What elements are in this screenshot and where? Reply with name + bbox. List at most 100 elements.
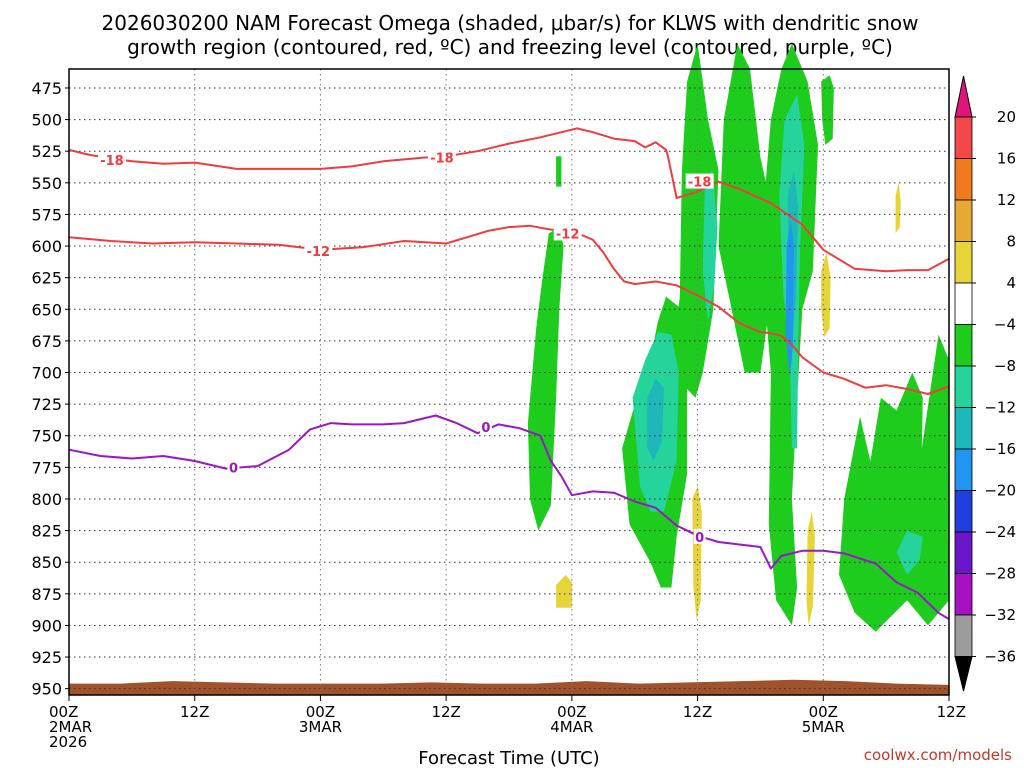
colorbar-swatch: [954, 407, 973, 450]
colorbar-tick-label: 12: [997, 191, 1016, 209]
colorbar-swatch: [954, 199, 973, 242]
contour-label: 0: [481, 421, 490, 436]
contour-label-bg: [427, 149, 456, 165]
colorbar-tick-label: 8: [1006, 233, 1016, 251]
omega-region: [556, 156, 562, 187]
contour-label-bg: [97, 152, 126, 168]
colorbar-swatch: [954, 324, 973, 367]
colorbar-tick-label: −36: [984, 648, 1016, 666]
omega-region: [647, 378, 664, 461]
omega-region: [821, 252, 831, 338]
y-tick-label: 775: [31, 458, 62, 477]
colorbar-tick-label: 4: [1006, 274, 1016, 292]
x-tick-label: 2MAR: [49, 718, 92, 736]
x-tick-label: 00Z: [49, 703, 78, 721]
gridlines: [69, 69, 949, 695]
x-tick-label: 12Z: [683, 703, 712, 721]
y-tick-label: 525: [31, 142, 62, 161]
x-tick-label: 12Z: [937, 703, 966, 721]
x-tick-label: 12Z: [431, 703, 460, 721]
omega-region: [895, 182, 901, 234]
y-tick-label: 550: [31, 174, 62, 193]
colorbar-tick-label: −20: [984, 482, 1016, 500]
y-axis: 475 500 525 550 575 600 625 650 675 700 725 750 775 8…: [31, 79, 69, 699]
y-tick-label: 800: [31, 490, 62, 509]
colorbar-swatch: [954, 573, 973, 616]
omega-region: [718, 43, 771, 373]
x-tick-label: 5MAR: [802, 718, 845, 736]
omega-region: [839, 334, 949, 632]
y-tick-label: 625: [31, 269, 62, 288]
plot-area: -18 -18 -18 -12 -12 0 0 0: [68, 43, 950, 696]
x-tick-label: 2026: [49, 733, 87, 751]
contour-labels: -18 -18 -18 -12 -12 0 0 0: [97, 149, 714, 546]
colorbar-top-arrow: [954, 75, 973, 118]
colorbar-tick-label: −32: [984, 606, 1016, 624]
contour-label: -18: [688, 176, 712, 191]
x-tick-label: 00Z: [809, 703, 838, 721]
y-tick-label: 950: [31, 680, 62, 699]
colorbar-tick-label: −8: [994, 357, 1016, 375]
contour-label: -18: [430, 152, 454, 167]
plot-frame: [68, 68, 950, 696]
omega-region: [896, 530, 923, 575]
colorbar-swatch: [954, 158, 973, 201]
chart-title-line-2: growth region (contoured, red, ºC) and f…: [127, 35, 893, 59]
omega-region: [527, 227, 564, 531]
terrain: [69, 679, 949, 695]
omega-shading: [527, 43, 949, 632]
colorbar-swatch: [954, 282, 973, 325]
x-tick-label: 4MAR: [550, 718, 593, 736]
colorbar-tick-label: 16: [997, 150, 1016, 168]
contour-label: 0: [695, 531, 704, 546]
colorbar-tick-label: 20: [997, 108, 1016, 126]
terrain-fill: [69, 679, 949, 695]
contour-label: -12: [307, 245, 331, 260]
contour-label-bg: [685, 173, 714, 189]
x-tick-label: 00Z: [306, 703, 335, 721]
y-tick-label: 925: [31, 648, 62, 667]
colorbar-tick-label: −28: [984, 565, 1016, 583]
contour-label-bg: [553, 225, 582, 241]
colorbar-tick-label: −16: [984, 440, 1016, 458]
y-tick-label: 750: [31, 427, 62, 446]
contour-label-bg: [304, 243, 333, 259]
colorbar-swatch: [954, 448, 973, 491]
colorbar-swatch: [954, 490, 973, 533]
chart-title-line-1: 2026030200 NAM Forecast Omega (shaded, μ…: [102, 11, 919, 35]
colorbar-bottom-arrow: [954, 656, 973, 692]
credit-text: coolwx.com/models: [864, 746, 1012, 764]
colorbar: 20 16 12 8 4 −4 −8 −12 −16 −20 −24 −28 −32 −36: [954, 75, 1016, 692]
contour-label: 0: [229, 461, 238, 476]
y-tick-label: 475: [31, 79, 62, 98]
contour-label-bg: [479, 418, 492, 434]
series-line: [68, 414, 950, 620]
omega-region: [692, 486, 702, 620]
y-tick-label: 700: [31, 364, 62, 383]
y-tick-label: 825: [31, 522, 62, 541]
y-tick-label: 500: [31, 111, 62, 130]
y-tick-label: 650: [31, 300, 62, 319]
contour-label-bg: [227, 459, 240, 475]
y-tick-label: 675: [31, 332, 62, 351]
y-tick-label: 600: [31, 237, 62, 256]
y-tick-label: 575: [31, 205, 62, 224]
omega-region: [556, 574, 572, 608]
x-tick-label: 12Z: [180, 703, 209, 721]
y-tick-label: 850: [31, 553, 62, 572]
x-tick-label: 3MAR: [299, 718, 342, 736]
colorbar-tick-label: −12: [984, 399, 1016, 417]
colorbar-swatch: [954, 365, 973, 408]
y-tick-label: 875: [31, 585, 62, 604]
omega-region: [821, 75, 834, 145]
y-tick-label: 725: [31, 395, 62, 414]
colorbar-tick-label: −24: [984, 523, 1016, 541]
series-line: [68, 127, 950, 273]
colorbar-swatch: [954, 116, 973, 159]
contour-label: -18: [100, 154, 124, 169]
colorbar-tick-label: −4: [994, 316, 1016, 334]
x-tick-label: 00Z: [557, 703, 586, 721]
colorbar-swatch: [954, 531, 973, 574]
colorbar-swatch: [954, 241, 973, 284]
